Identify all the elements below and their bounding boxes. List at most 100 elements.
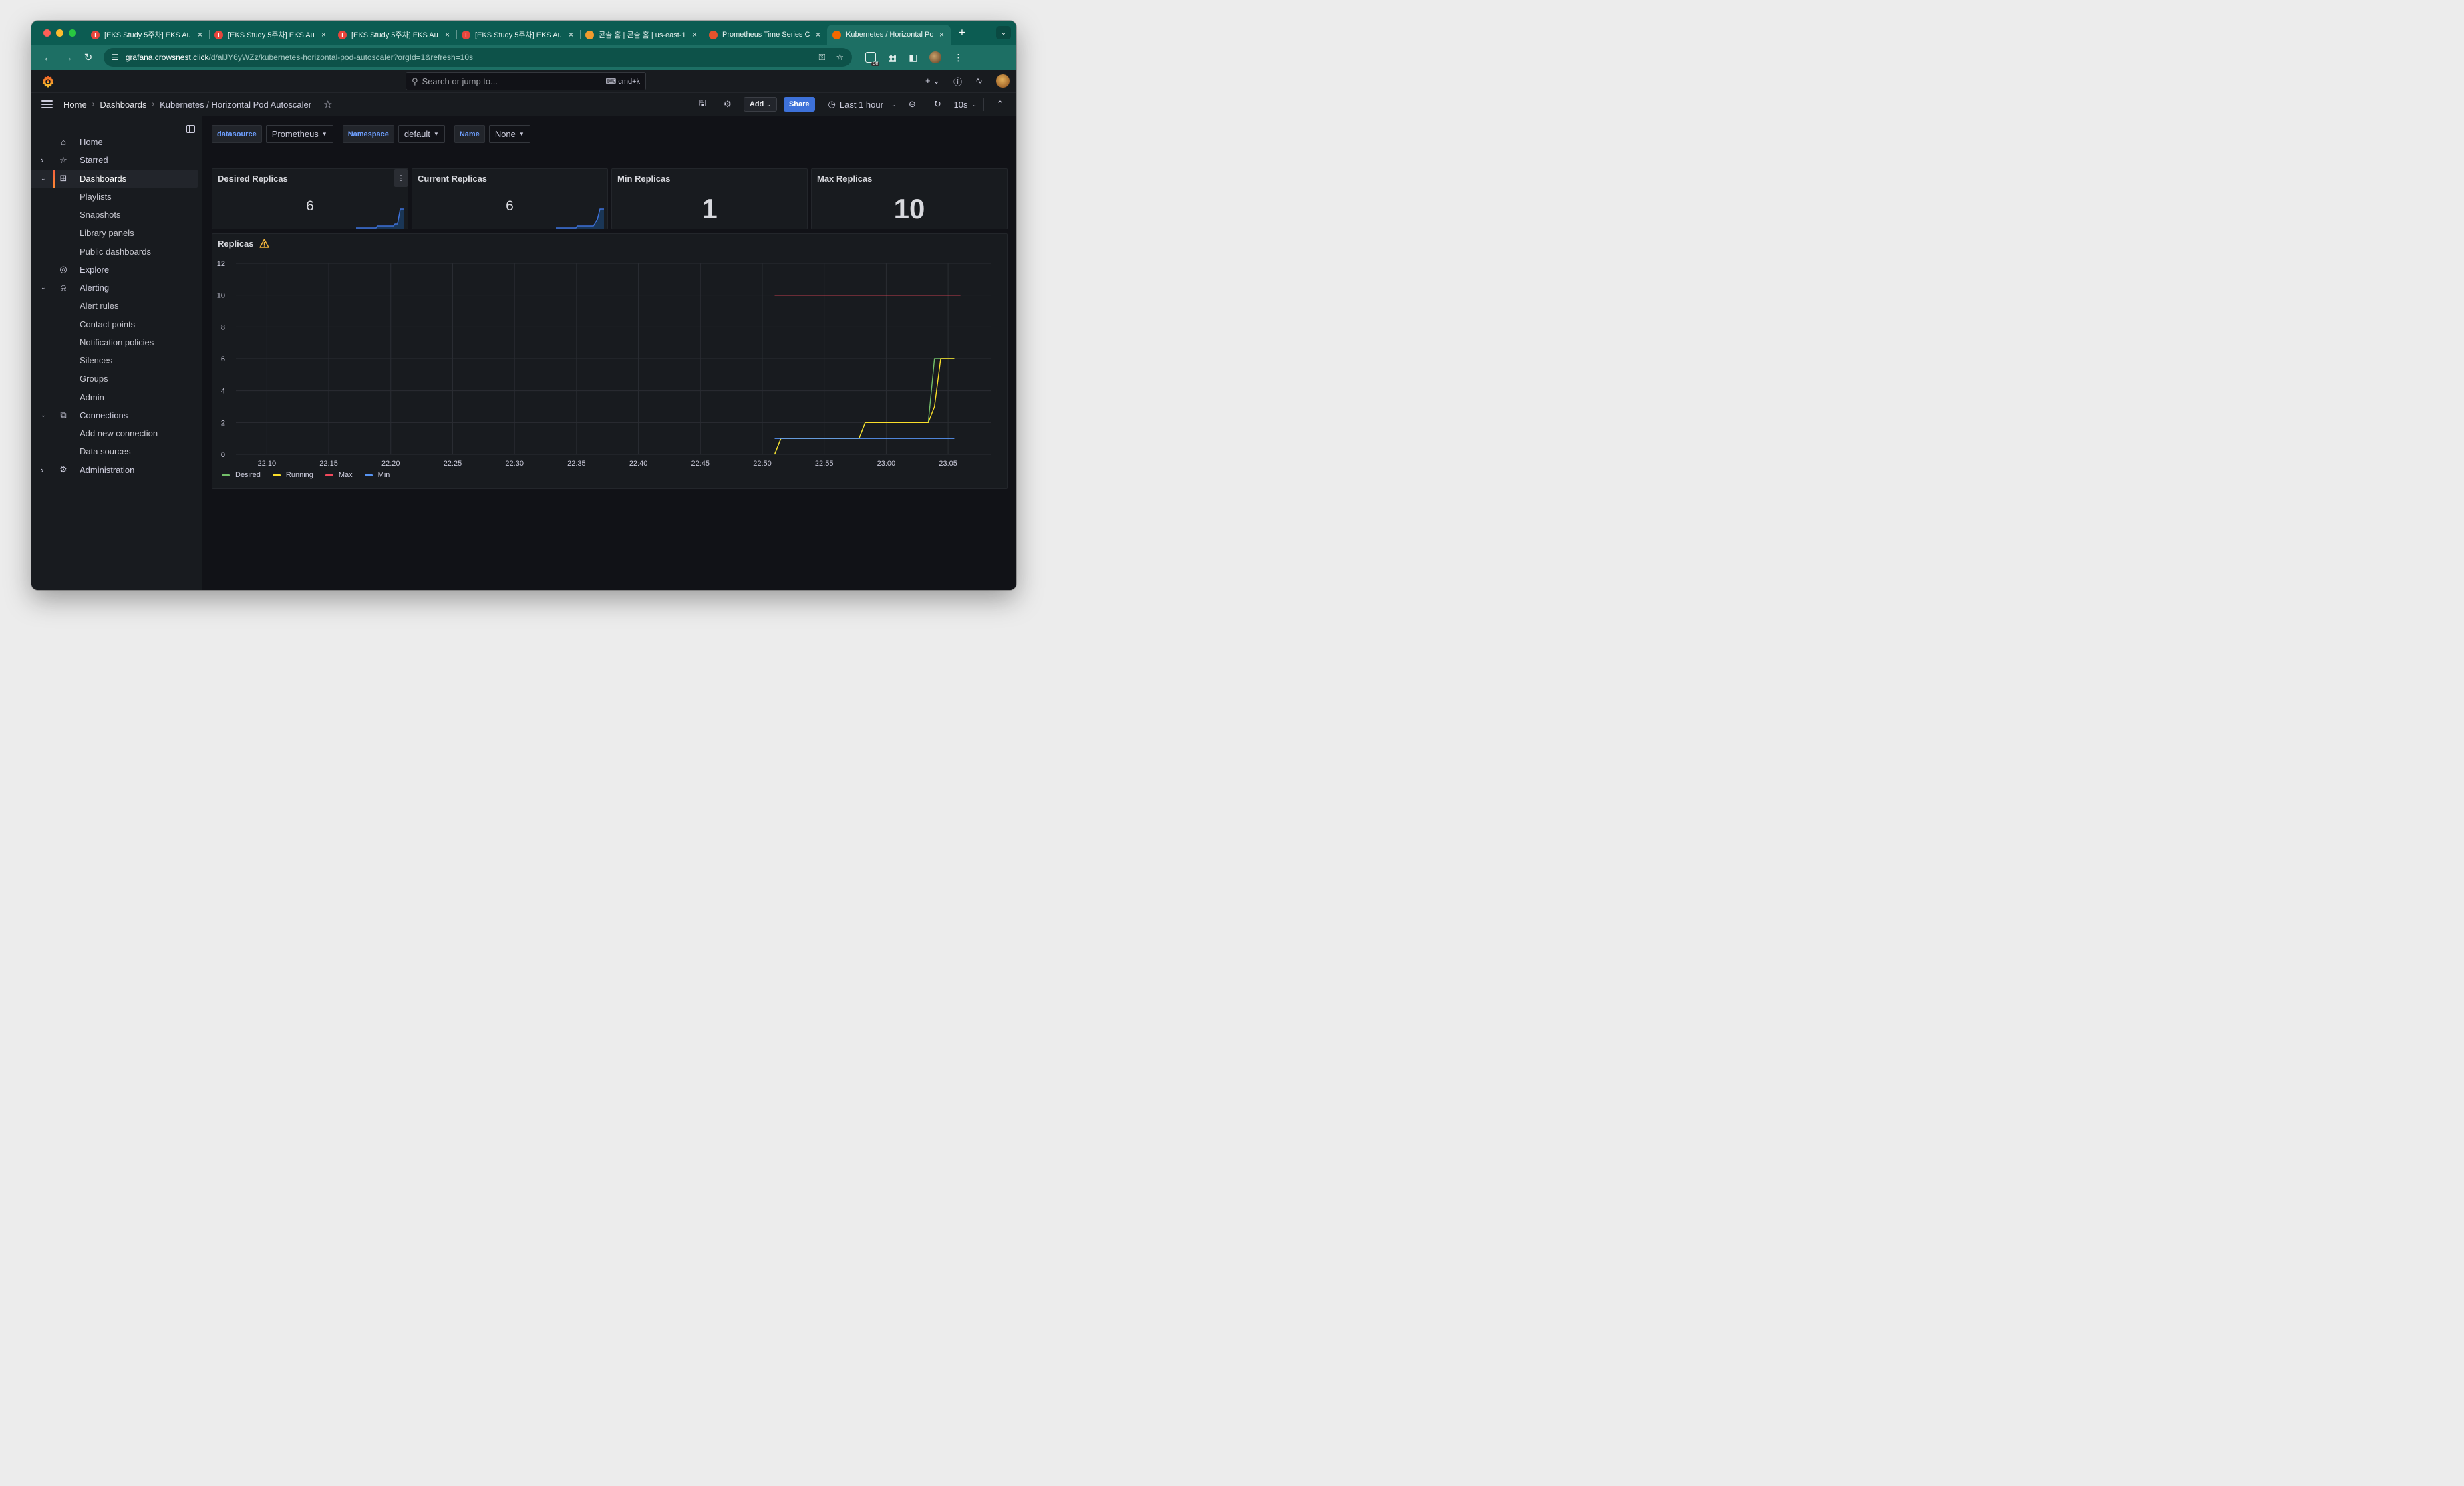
x-tick-label: 22:35: [567, 460, 586, 468]
sidebar-item-dashboards[interactable]: ⌄ ⊞ Dashboards: [31, 169, 198, 188]
legend-item-desired[interactable]: Desired: [222, 471, 261, 479]
tab-close-icon[interactable]: ×: [321, 30, 326, 39]
sidebar-item-public-dashboards[interactable]: Public dashboards: [31, 243, 198, 261]
collapse-up-icon[interactable]: ⌃: [996, 99, 1004, 109]
news-rss-icon[interactable]: ∿: [975, 76, 983, 86]
var-select-name[interactable]: None ▼: [488, 125, 530, 143]
sidebar-item-administration[interactable]: › ⚙ Administration: [31, 461, 198, 479]
legend-item-min[interactable]: Min: [364, 471, 390, 479]
apps-icon: ⊞: [59, 173, 67, 183]
reload-icon[interactable]: ↻: [84, 52, 93, 63]
sidebar-item-library-panels[interactable]: Library panels: [31, 224, 198, 242]
close-window-button[interactable]: [43, 29, 51, 37]
browser-tab[interactable]: 콘솔 홈 | 콘솔 홈 | us-east-1 ×: [580, 25, 704, 45]
address-bar[interactable]: ☰ grafana.crowsnest.click/d/alJY6yWZz/ku…: [104, 48, 852, 67]
favorite-star-icon[interactable]: ☆: [323, 99, 333, 110]
user-avatar[interactable]: [996, 74, 1010, 88]
chevron-down-icon[interactable]: ⌄: [41, 284, 46, 291]
dashboard-settings-icon[interactable]: ⚙: [724, 99, 732, 109]
sidebar-item-label: Contact points: [80, 319, 136, 329]
tab-close-icon[interactable]: ×: [939, 30, 944, 39]
url-path: /d/alJY6yWZz/kubernetes-horizontal-pod-a…: [208, 53, 474, 62]
minimize-window-button[interactable]: [56, 29, 63, 37]
legend-label: Max: [338, 471, 353, 479]
browser-tab[interactable]: T [EKS Study 5주차] EKS Au ×: [209, 25, 333, 45]
legend-item-max[interactable]: Max: [325, 471, 353, 479]
refresh-icon[interactable]: ↻: [934, 99, 941, 109]
dock-menu-icon[interactable]: [186, 125, 195, 133]
breadcrumb-home[interactable]: Home: [63, 99, 87, 110]
extension-off-icon[interactable]: Off: [865, 52, 879, 66]
forward-icon[interactable]: →: [63, 51, 73, 63]
panel-menu-icon[interactable]: ⋮: [394, 169, 408, 187]
var-select-namespace[interactable]: default ▼: [398, 125, 445, 143]
sidebar-item-starred[interactable]: › ☆ Starred: [31, 151, 198, 169]
chevron-down-icon[interactable]: ⌄: [41, 411, 46, 418]
sidebar-item-add-new-connection[interactable]: Add new connection: [31, 424, 198, 442]
site-settings-icon[interactable]: ☰: [112, 53, 119, 62]
time-range-picker[interactable]: ◷ Last 1 hour ⌄: [828, 99, 897, 110]
sidebar-item-groups[interactable]: Groups: [31, 369, 198, 388]
help-icon[interactable]: ⓘ: [953, 76, 963, 87]
browser-tab[interactable]: Prometheus Time Series C ×: [704, 25, 827, 45]
stat-panel-min[interactable]: Min Replicas 1: [611, 168, 808, 229]
tab-favicon-icon: T: [214, 30, 223, 39]
stat-panel-max[interactable]: Max Replicas 10: [811, 168, 1008, 229]
back-icon[interactable]: ←: [43, 51, 53, 63]
browser-tab[interactable]: T [EKS Study 5주차] EKS Au ×: [456, 25, 580, 45]
zoom-out-icon[interactable]: ⊖: [909, 99, 916, 109]
sidebar-item-home[interactable]: ⌂ Home: [31, 133, 198, 151]
sidebar-item-silences[interactable]: Silences: [31, 351, 198, 369]
tab-close-icon[interactable]: ×: [568, 30, 573, 39]
tab-close-icon[interactable]: ×: [815, 30, 820, 39]
maximize-window-button[interactable]: [69, 29, 76, 37]
new-tab-button[interactable]: +: [959, 26, 965, 39]
legend-item-running[interactable]: Running: [272, 471, 313, 479]
profile-avatar[interactable]: [929, 51, 942, 63]
sidebar-item-contact-points[interactable]: Contact points: [31, 315, 198, 333]
add-button[interactable]: Add ⌄: [743, 97, 777, 112]
window-controls: [43, 29, 76, 37]
extensions-puzzle-icon[interactable]: ▦: [888, 51, 897, 63]
chevron-right-icon[interactable]: ›: [41, 155, 44, 166]
side-panel-icon[interactable]: ◧: [909, 51, 918, 63]
browser-tab[interactable]: T [EKS Study 5주차] EKS Au ×: [86, 25, 209, 45]
sidebar-item-connections[interactable]: ⌄ ⧉ Connections: [31, 406, 198, 424]
chevron-right-icon[interactable]: ›: [41, 464, 44, 475]
sidebar-item-explore[interactable]: ◎ Explore: [31, 261, 198, 279]
tab-search-button[interactable]: ⌄: [996, 26, 1011, 39]
menu-toggle-icon[interactable]: [41, 100, 53, 108]
tab-close-icon[interactable]: ×: [444, 30, 450, 39]
save-dashboard-icon[interactable]: 🖫: [698, 98, 706, 108]
warning-icon[interactable]: [259, 239, 269, 248]
chevron-down-icon[interactable]: ⌄: [41, 174, 46, 182]
stat-panel-desired[interactable]: Desired Replicas ⋮ 6: [212, 168, 408, 229]
grafana-logo-icon[interactable]: [41, 74, 55, 89]
bell-icon: ⍾: [60, 282, 67, 293]
browser-tab[interactable]: T [EKS Study 5주차] EKS Au ×: [333, 25, 456, 45]
share-button[interactable]: Share: [783, 97, 815, 112]
breadcrumb-dashboards[interactable]: Dashboards: [100, 99, 147, 110]
tab-close-icon[interactable]: ×: [691, 30, 697, 39]
sidebar-item-admin[interactable]: Admin: [31, 388, 198, 406]
tab-close-icon[interactable]: ×: [197, 30, 202, 39]
bookmark-star-icon[interactable]: ☆: [836, 52, 844, 62]
refresh-interval-picker[interactable]: 10s ⌄: [953, 100, 977, 110]
sidebar-item-notification-policies[interactable]: Notification policies: [31, 333, 198, 351]
browser-menu-icon[interactable]: ⋮: [953, 51, 963, 63]
password-key-icon[interactable]: ⚿: [818, 52, 826, 62]
timeseries-panel-replicas[interactable]: Replicas 0 2 4 6 8 10 12 22:10 22:15 22:20 22:25 22…: [212, 233, 1008, 489]
sidebar-item-snapshots[interactable]: Snapshots: [31, 206, 198, 224]
tab-favicon-icon: T: [462, 30, 470, 39]
var-select-datasource[interactable]: Prometheus ▼: [265, 125, 333, 143]
sidebar-item-alerting[interactable]: ⌄ ⍾ Alerting: [31, 279, 198, 297]
new-plus-icon[interactable]: + ⌄: [925, 76, 941, 86]
tab-title: [EKS Study 5주차] EKS Au: [475, 31, 562, 39]
search-bar[interactable]: ⚲ Search or jump to... ⌨ cmd+k: [406, 72, 646, 90]
cog-icon: ⚙: [59, 464, 67, 474]
browser-tab[interactable]: Kubernetes / Horizontal Po ×: [827, 25, 951, 45]
sidebar-item-playlists[interactable]: Playlists: [31, 188, 198, 206]
sidebar-item-data-sources[interactable]: Data sources: [31, 442, 198, 460]
sidebar-item-alert-rules[interactable]: Alert rules: [31, 297, 198, 315]
stat-panel-current[interactable]: Current Replicas 6: [412, 168, 608, 229]
